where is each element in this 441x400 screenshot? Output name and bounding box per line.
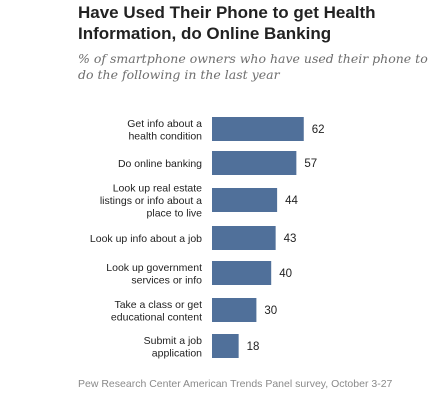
category-label-2-line-1: listings or info about a xyxy=(100,195,202,207)
chart-title-line-2: Information, do Online Banking xyxy=(78,24,332,43)
category-label-3-line-0: Look up info about a job xyxy=(90,233,202,245)
chart-subtitle-line-2: do the following in the last year xyxy=(78,67,280,82)
category-label-5-line-1: educational content xyxy=(111,311,202,323)
bar-value-label-0: 62 xyxy=(312,124,325,136)
bar-5 xyxy=(212,298,257,322)
bar-1 xyxy=(212,151,297,175)
category-label-2-line-0: Look up real estate xyxy=(113,183,202,195)
bar-value-label-2: 44 xyxy=(285,195,298,207)
category-label-6-line-0: Submit a job xyxy=(144,335,203,347)
bar-3 xyxy=(212,226,276,250)
bar-value-label-1: 57 xyxy=(304,158,317,170)
bar-6 xyxy=(212,334,239,358)
category-label-5-line-0: Take a class or get xyxy=(114,299,202,311)
category-label-0-line-0: Get info about a xyxy=(127,118,202,130)
bar-value-label-3: 43 xyxy=(284,233,297,245)
bar-value-label-6: 18 xyxy=(247,341,260,353)
chart-source: Pew Research Center American Trends Pane… xyxy=(78,378,393,390)
bar-value-label-4: 40 xyxy=(279,268,292,280)
category-label-4-line-1: services or info xyxy=(131,274,202,286)
chart-subtitle-line-1: % of smartphone owners who have used the… xyxy=(78,51,428,66)
category-label-4-line-0: Look up government xyxy=(106,262,202,274)
category-label-0-line-1: health condition xyxy=(128,130,202,142)
bar-4 xyxy=(212,261,272,285)
category-label-6-line-1: application xyxy=(152,347,202,359)
chart-title-line-1: Have Used Their Phone to get Health xyxy=(78,3,376,22)
bar-value-label-5: 30 xyxy=(264,305,277,317)
bar-0 xyxy=(212,117,304,141)
category-label-1-line-0: Do online banking xyxy=(118,158,202,170)
category-label-2-line-2: place to live xyxy=(147,208,203,220)
bar-2 xyxy=(212,188,278,212)
